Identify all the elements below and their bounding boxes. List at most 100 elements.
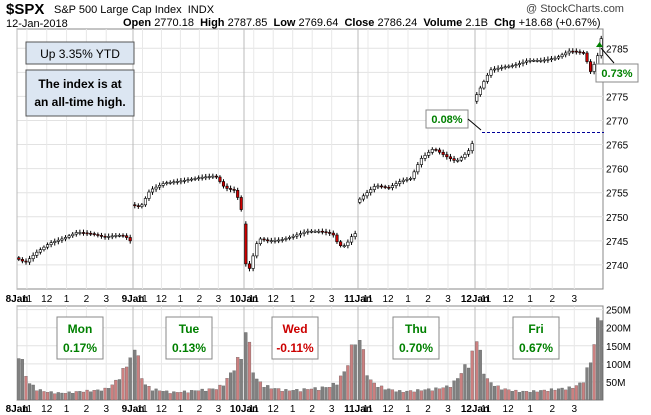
volume-bar <box>24 376 28 401</box>
volume-bar <box>266 385 270 401</box>
candle-body <box>521 61 525 64</box>
x-tick-label: 12 <box>382 404 394 415</box>
day-change: 0.70% <box>399 341 433 355</box>
candle-body <box>110 235 114 238</box>
volume-bar <box>125 366 129 401</box>
volume-bar <box>200 388 204 401</box>
price-candles <box>17 35 603 272</box>
volume-bar <box>63 393 68 401</box>
volume-bar <box>528 392 532 401</box>
volume-tick-label: 200M <box>606 324 631 335</box>
volume-bar <box>92 390 96 401</box>
x-tick-label: 9Jan <box>122 404 145 415</box>
candle-body <box>500 67 504 69</box>
candle-body <box>309 230 314 233</box>
volume-bar <box>197 390 201 401</box>
candle-body <box>302 231 306 234</box>
candle-body <box>423 155 427 159</box>
volume-bar <box>578 382 582 401</box>
volume-bar <box>244 332 248 401</box>
volume-bar <box>452 380 456 401</box>
candle-body <box>369 189 373 193</box>
volume-bar <box>168 393 172 401</box>
x-tick-label: 3 <box>572 294 578 305</box>
day-change: 0.17% <box>63 341 97 355</box>
volume-bar <box>313 387 317 401</box>
volume-bar <box>175 392 179 401</box>
candle-body <box>49 242 53 245</box>
volume-bar <box>335 384 339 401</box>
candle-body <box>489 69 493 76</box>
volume-bar <box>287 390 292 401</box>
candle-body <box>482 81 486 89</box>
volume-value: 2.1B <box>465 17 488 29</box>
candle-body <box>358 198 362 203</box>
candle-body <box>89 232 93 235</box>
x-tick-label: 3 <box>216 404 222 415</box>
last-label-pointer <box>600 47 615 64</box>
volume-bar <box>546 391 550 401</box>
volume-bar <box>96 389 100 401</box>
volume-bar <box>110 384 114 401</box>
chg-value: +18.68 (+0.67%) <box>518 17 601 29</box>
volume-bars <box>17 317 603 401</box>
x-tick-label: 2 <box>549 294 555 305</box>
x-tick-label: 11 <box>363 294 374 305</box>
volume-bar <box>225 378 229 401</box>
x-tick-label: 3 <box>103 404 109 415</box>
candle-body <box>103 235 107 238</box>
candle-body <box>376 185 380 188</box>
candle-body <box>78 232 82 234</box>
candle-body <box>128 237 132 242</box>
stockcharts-credit[interactable]: @ StockCharts.com <box>526 3 624 15</box>
candle-body <box>353 233 357 237</box>
candle-body <box>560 54 564 57</box>
volume-bar <box>390 389 395 401</box>
candle-body <box>154 186 158 190</box>
candle-body <box>478 87 482 95</box>
candle-body <box>599 38 603 57</box>
volume-bar <box>189 390 194 401</box>
volume-bar <box>482 373 486 401</box>
volume-bar <box>492 385 497 401</box>
x-tick-label: 2 <box>84 404 90 415</box>
x-tick-label: 1 <box>527 404 533 415</box>
candle-body <box>197 177 201 180</box>
volume-bar <box>280 391 284 401</box>
candle-body <box>448 156 453 159</box>
candle-body <box>56 239 60 242</box>
volume-bar <box>419 390 424 401</box>
volume-bar <box>38 389 42 401</box>
volume-bar <box>448 387 453 401</box>
day-box <box>392 316 440 360</box>
volume-bar <box>89 391 93 401</box>
candle-body <box>291 235 295 238</box>
candle-body <box>140 204 144 207</box>
x-tick-label: 12 <box>503 404 515 415</box>
candle-body <box>280 239 284 241</box>
volume-bar <box>218 384 222 401</box>
candle-body <box>546 59 550 61</box>
candle-body <box>459 157 463 161</box>
x-tick-label: 12 <box>41 404 53 415</box>
x-tick-label: 2 <box>84 294 90 305</box>
volume-bar <box>136 355 140 401</box>
x-tick-label: 3 <box>445 294 451 305</box>
candle-body <box>317 230 321 233</box>
day-box <box>512 316 560 360</box>
volume-tick-label: 50M <box>606 378 625 389</box>
price-panel-frame <box>16 28 604 290</box>
volume-bar <box>161 391 165 401</box>
volume-bar <box>503 388 507 401</box>
x-tick-label: 1 <box>405 294 411 305</box>
candle-body <box>165 182 169 185</box>
candle-body <box>42 246 46 250</box>
candle-body <box>74 232 78 235</box>
candle-body <box>349 236 354 243</box>
volume-bar <box>49 391 53 401</box>
day-box <box>165 316 213 360</box>
volume-bar <box>154 388 158 401</box>
volume-bar <box>35 390 39 401</box>
volume-bar <box>53 393 57 401</box>
candle-body <box>207 176 211 178</box>
